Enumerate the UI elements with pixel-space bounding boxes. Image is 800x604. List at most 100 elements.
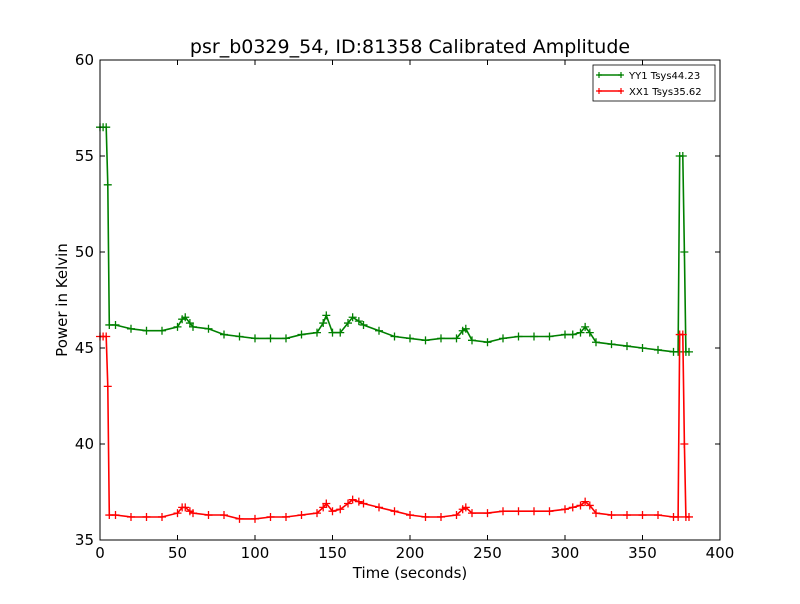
data-point (514, 332, 523, 341)
data-point (103, 382, 112, 391)
data-point (102, 123, 111, 132)
series-1 (96, 330, 693, 523)
data-point (158, 326, 166, 335)
data-point (297, 330, 306, 339)
x-tick-label: 0 (95, 544, 105, 562)
x-tick-label: 100 (241, 544, 270, 562)
legend-marker (596, 88, 624, 94)
data-point (319, 319, 328, 328)
data-point (266, 334, 275, 343)
data-point (568, 330, 577, 339)
data-point (592, 509, 600, 518)
y-tick-label: 35 (75, 531, 94, 549)
data-point (592, 338, 600, 347)
data-point (514, 507, 523, 516)
data-point (204, 511, 213, 520)
data-point (189, 509, 197, 518)
data-point (348, 313, 357, 322)
y-axis-label: Power in Kelvin (53, 243, 71, 357)
chart-title: psr_b0329_54, ID:81358 Calibrated Amplit… (190, 36, 630, 58)
data-point (685, 512, 693, 521)
data-point (437, 512, 445, 521)
data-point (235, 332, 244, 341)
y-tick-label: 60 (75, 51, 94, 69)
data-point (468, 336, 476, 345)
data-point (483, 509, 492, 518)
data-point (313, 509, 321, 518)
data-point (220, 330, 228, 339)
data-point (678, 152, 687, 160)
legend-box (592, 64, 716, 102)
data-point (581, 497, 590, 506)
y-tick-label: 45 (75, 339, 94, 357)
data-point (530, 507, 538, 516)
data-point (468, 509, 476, 518)
legend-marker (596, 72, 624, 78)
data-point (354, 317, 363, 326)
data-point (251, 334, 259, 343)
data-point (282, 512, 290, 521)
data-point (266, 512, 275, 521)
data-point (336, 505, 345, 514)
data-point (344, 319, 352, 328)
data-point (313, 328, 321, 337)
data-point (685, 347, 693, 356)
data-point (561, 505, 569, 514)
data-point (483, 338, 492, 347)
data-point (421, 512, 430, 521)
data-point (452, 334, 461, 343)
data-point (674, 347, 683, 356)
data-point (421, 336, 430, 345)
x-tick-label: 350 (628, 544, 657, 562)
series-0 (96, 123, 693, 356)
data-point (181, 313, 190, 322)
data-point (142, 512, 151, 521)
data-point (545, 332, 554, 341)
data-point (680, 248, 689, 256)
tick-layer: 0 50 100 150 200 250 300 350 400 35 40 45 50 55 60 (75, 51, 734, 562)
data-point (607, 340, 616, 349)
data-point (354, 497, 363, 506)
data-point (375, 326, 383, 335)
data-point (499, 507, 507, 516)
data-point (328, 328, 337, 337)
data-point (344, 499, 352, 508)
data-point (499, 334, 507, 343)
data-point (452, 511, 461, 520)
x-tick-label: 150 (318, 544, 347, 562)
data-point (375, 503, 383, 512)
data-point (680, 440, 689, 448)
data-point (111, 511, 120, 520)
data-point (461, 324, 470, 333)
data-point (530, 332, 538, 341)
data-point (585, 501, 594, 510)
data-point (359, 320, 368, 329)
data-point (173, 322, 182, 331)
data-point (678, 330, 687, 339)
data-point (189, 322, 197, 331)
x-tick-label: 50 (168, 544, 187, 562)
data-point (103, 180, 112, 189)
data-point (406, 334, 414, 343)
data-point (235, 514, 244, 523)
data-point (654, 511, 662, 520)
data-point (111, 320, 120, 329)
data-point (623, 511, 631, 520)
data-point (638, 344, 647, 352)
data-point (461, 503, 470, 512)
data-point (406, 511, 414, 520)
data-point (561, 330, 569, 339)
data-point (581, 322, 590, 331)
legend-label: XX1 Tsys35.62 (629, 87, 702, 98)
data-point (623, 342, 631, 351)
data-point (127, 512, 135, 521)
data-point (127, 324, 135, 333)
data-point (336, 328, 345, 337)
legend-item-0: YY1 Tsys44.23 (596, 71, 700, 82)
legend-item-1: XX1 Tsys35.62 (596, 87, 702, 98)
plot-frame (99, 59, 721, 541)
series-layer (96, 123, 693, 523)
data-point (142, 326, 151, 335)
